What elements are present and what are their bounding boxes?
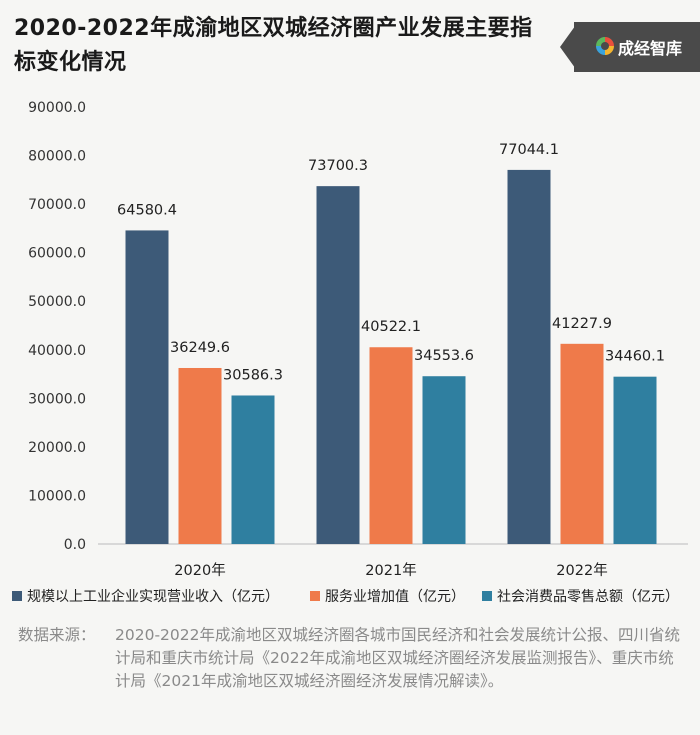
data-label: 30586.3 <box>223 367 283 383</box>
data-label: 40522.1 <box>361 319 421 335</box>
data-label: 34460.1 <box>605 349 665 365</box>
y-tick-label: 30000.0 <box>28 391 86 407</box>
data-label: 36249.6 <box>170 340 230 356</box>
bar-series-2 <box>178 367 222 544</box>
bar-series-1 <box>316 186 360 544</box>
brand-name: 成经智库 <box>618 39 683 58</box>
bar-chart: 0.0 10000.0 20000.0 30000.0 40000.0 50000.0 60… <box>12 100 688 605</box>
bar-series-3 <box>231 395 275 544</box>
data-label: 64580.4 <box>117 202 177 218</box>
source-label: 数据来源： <box>18 626 96 644</box>
y-tick-label: 70000.0 <box>28 197 86 213</box>
data-label: 34553.6 <box>414 348 474 364</box>
bar-series-3 <box>422 376 466 544</box>
y-tick-label: 80000.0 <box>28 149 86 165</box>
legend-swatch-1 <box>12 591 22 601</box>
data-label: 77044.1 <box>499 142 559 158</box>
data-label: 73700.3 <box>308 158 368 174</box>
legend-swatch-2 <box>310 591 320 601</box>
y-tick-label: 0.0 <box>64 537 86 553</box>
x-tick-label: 2022年 <box>556 562 607 579</box>
brand-badge: 成经智库 <box>560 22 700 72</box>
data-label: 41227.9 <box>552 316 612 332</box>
y-tick-label: 50000.0 <box>28 294 86 310</box>
data-source-note: 数据来源： 2020-2022年成渝地区双城经济圈各城市国民经济和社会发展统计公… <box>18 624 688 693</box>
bar-series-1 <box>507 169 551 545</box>
y-tick-label: 40000.0 <box>28 343 86 359</box>
legend-label-3: 社会消费品零售总额（亿元） <box>497 589 679 605</box>
legend-swatch-3 <box>482 591 492 601</box>
bar-series-1 <box>125 230 169 545</box>
bar-series-3 <box>613 376 657 544</box>
y-tick-label: 10000.0 <box>28 488 86 504</box>
x-tick-label: 2021年 <box>365 562 416 579</box>
brand-chevron <box>560 22 578 72</box>
chart-title: 2020-2022年成渝地区双城经济圈产业发展主要指标变化情况 <box>14 16 533 75</box>
y-tick-label: 60000.0 <box>28 246 86 262</box>
brand-background <box>574 22 700 72</box>
source-text: 2020-2022年成渝地区双城经济圈各城市国民经济和社会发展统计公报、四川省统… <box>115 626 680 690</box>
legend-label-1: 规模以上工业企业实现营业收入（亿元） <box>27 588 279 605</box>
legend-label-2: 服务业增加值（亿元） <box>325 589 465 605</box>
bar-series-2 <box>369 347 413 544</box>
brand-logo-icon <box>596 37 614 55</box>
y-tick-label: 90000.0 <box>28 100 86 116</box>
x-tick-label: 2020年 <box>174 562 225 579</box>
y-tick-label: 20000.0 <box>28 440 86 456</box>
bar-series-2 <box>560 343 604 544</box>
